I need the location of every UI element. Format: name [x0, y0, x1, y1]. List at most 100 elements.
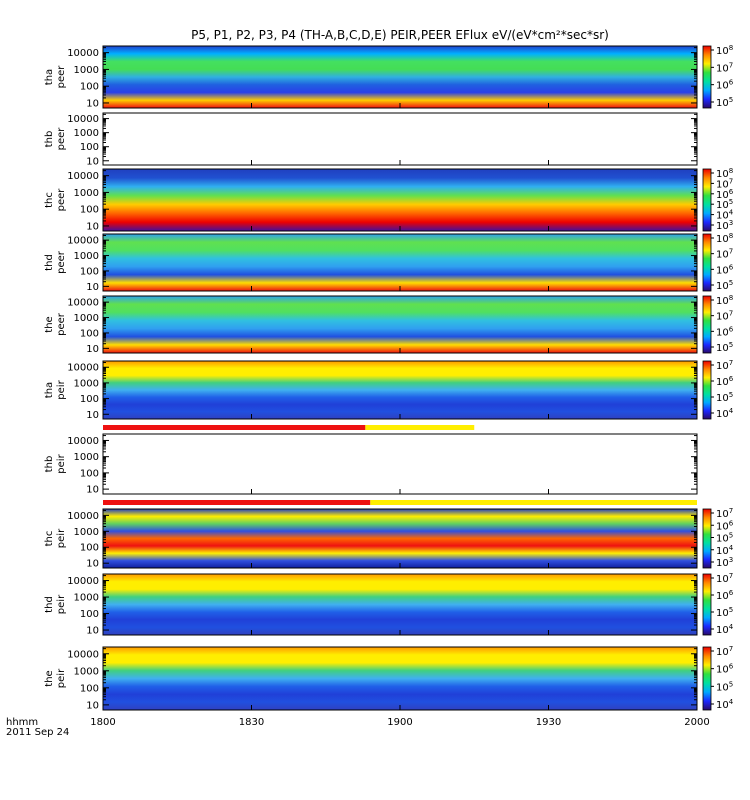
spectrogram-image	[103, 647, 697, 710]
y-tick-label: 10	[86, 282, 99, 293]
panel-label-probe: thb	[44, 131, 55, 148]
colorbar-label: 107	[716, 248, 733, 261]
colorbar-label: 108	[716, 294, 733, 307]
y-tick-label: 10	[86, 156, 99, 167]
colorbar-label: 105	[716, 532, 733, 545]
colorbar-label: 106	[716, 375, 734, 388]
y-tick-label: 1000	[74, 452, 99, 463]
colorbar	[702, 360, 712, 420]
y-tick-label: 10000	[67, 436, 99, 447]
y-tick-label: 10000	[67, 171, 99, 182]
panel-label-probe: tha	[44, 69, 55, 85]
colorbar-label: 107	[716, 310, 733, 323]
mode-bar-segment	[103, 500, 371, 505]
panel-label-instrument: peir	[56, 453, 67, 473]
mode-bar-segment	[365, 425, 475, 430]
panel-label-instrument: peer	[56, 250, 67, 274]
panel-the-peir: 10 100 1000 10000 the peir 107 106 105 104	[44, 645, 734, 711]
colorbar-label: 105	[716, 391, 733, 404]
colorbar-label: 105	[716, 341, 733, 354]
mode-bar-segment	[370, 500, 697, 505]
y-tick-label: 100	[80, 468, 99, 479]
colorbar	[702, 508, 712, 569]
y-tick-label: 10000	[67, 363, 99, 374]
panel-label-instrument: peir	[56, 668, 67, 688]
y-tick-label: 10	[86, 485, 99, 496]
spectrogram-image	[103, 296, 697, 353]
colorbar-label: 104	[716, 698, 734, 711]
spectrogram-image	[103, 361, 697, 419]
panel-the-peer: 10 100 1000 10000 the peer 108 107 106 105	[44, 294, 734, 355]
y-tick-label: 10	[86, 344, 99, 355]
panel-thb-peer: 10 100 1000 10000 thb peer	[44, 112, 698, 167]
colorbar	[702, 646, 712, 711]
y-tick-label: 100	[80, 609, 99, 620]
panel-label-instrument: peer	[56, 65, 67, 89]
panel-label-instrument: peer	[56, 127, 67, 151]
colorbar-label: 104	[716, 407, 734, 420]
panel-tha-peer: 10 100 1000 10000 tha peer 108 107 106 105	[44, 44, 734, 109]
y-tick-label: 1000	[74, 593, 99, 604]
x-tick-label: 1930	[536, 717, 561, 728]
panel-thd-peir: 10 100 1000 10000 thd peir 107 106 105 104	[44, 572, 734, 637]
y-tick-label: 10000	[67, 576, 99, 587]
colorbar-label: 108	[716, 44, 733, 57]
colorbar	[702, 168, 712, 232]
colorbar-label: 107	[716, 507, 733, 520]
y-tick-label: 1000	[74, 65, 99, 76]
panel-label-instrument: peir	[56, 379, 67, 399]
y-tick-label: 10000	[67, 298, 99, 309]
spectrogram-image	[103, 509, 697, 568]
panel-label-instrument: peir	[56, 594, 67, 614]
colorbar-label: 106	[716, 263, 734, 276]
panel-thb-peir: 10 100 1000 10000 thb peir	[44, 433, 698, 496]
colorbar-label: 104	[716, 623, 734, 636]
mode-bars	[103, 425, 697, 505]
y-tick-label: 10000	[67, 649, 99, 660]
y-tick-label: 10	[86, 98, 99, 109]
colorbar	[702, 573, 712, 636]
x-tick-label: 1900	[387, 717, 412, 728]
panel-thd-peer: 10 100 1000 10000 thd peer 108 107 106 105	[44, 232, 734, 293]
colorbar-label: 106	[716, 325, 734, 338]
y-tick-label: 10	[86, 626, 99, 637]
y-tick-label: 10000	[67, 114, 99, 125]
colorbar-label: 103	[716, 219, 733, 232]
colorbar-label: 105	[716, 279, 733, 292]
colorbar-label: 106	[716, 663, 734, 676]
y-tick-label: 10	[86, 221, 99, 232]
colorbar-label: 104	[716, 544, 734, 557]
colorbar-label: 106	[716, 589, 734, 602]
panel-label-probe: thb	[44, 456, 55, 473]
y-tick-label: 10	[86, 410, 99, 421]
y-tick-label: 10	[86, 559, 99, 570]
panel-label-probe: thc	[44, 531, 55, 547]
spectrogram-image	[103, 574, 697, 635]
mode-bar-segment	[103, 425, 366, 430]
spectrogram-image	[103, 234, 697, 291]
y-tick-label: 1000	[74, 251, 99, 262]
panel-label-probe: the	[44, 316, 55, 332]
panel-label-instrument: peer	[56, 188, 67, 212]
y-tick-label: 1000	[74, 313, 99, 324]
colorbar-label: 106	[716, 519, 734, 532]
y-tick-label: 10000	[67, 236, 99, 247]
y-tick-label: 1000	[74, 378, 99, 389]
colorbar-label: 107	[716, 61, 733, 74]
x-tick-label: 2000	[684, 717, 709, 728]
colorbar-label: 107	[716, 572, 733, 585]
y-tick-label: 1000	[74, 128, 99, 139]
panel-label-probe: the	[44, 670, 55, 686]
y-tick-label: 100	[80, 683, 99, 694]
x-axis-caption: hhmm	[6, 717, 38, 728]
panel-frame	[102, 112, 698, 166]
y-tick-label: 100	[80, 142, 99, 153]
colorbar-label: 105	[716, 606, 733, 619]
y-tick-label: 100	[80, 543, 99, 554]
panel-label-instrument: peir	[56, 528, 67, 548]
y-tick-label: 100	[80, 266, 99, 277]
